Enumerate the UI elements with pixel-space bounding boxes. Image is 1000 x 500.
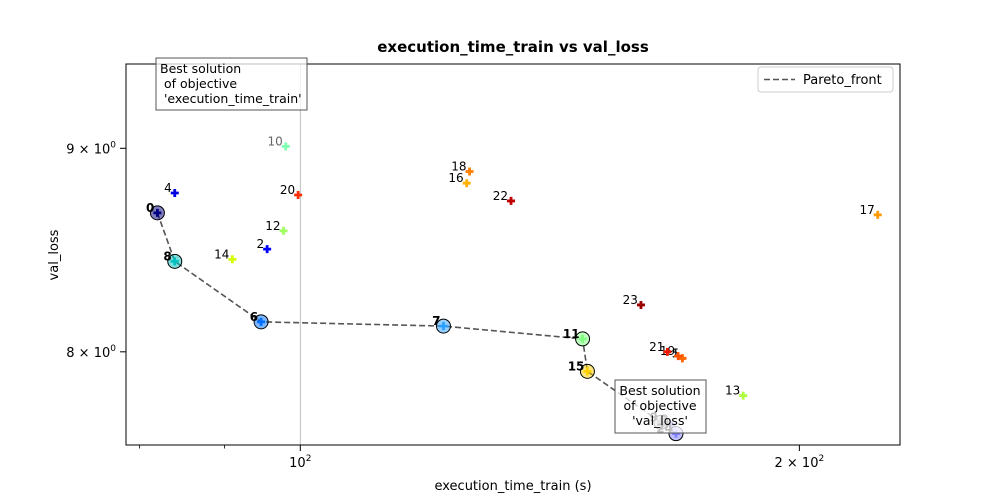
point-label-11: 11 — [563, 327, 580, 341]
point-label-2: 2 — [257, 237, 265, 251]
y-axis-label: val_loss — [47, 229, 62, 280]
legend-box — [757, 66, 894, 93]
data-point-16: 16 — [448, 171, 471, 188]
legend: Pareto_front — [757, 66, 894, 93]
point-label-5: 5 — [672, 346, 680, 360]
point-label-4: 4 — [164, 181, 172, 195]
point-marker-19 — [674, 352, 683, 361]
annotation-line-0: Best solution — [160, 61, 241, 76]
point-label-22: 22 — [493, 189, 508, 203]
point-marker-8 — [170, 257, 179, 266]
annotation-line-0: Best solution — [619, 383, 700, 398]
x-axis-label: execution_time_train (s) — [434, 479, 591, 494]
annotation-line-1: of objective — [623, 398, 696, 413]
data-point-18: 18 — [451, 159, 474, 176]
point-marker-4 — [170, 189, 179, 198]
data-point-4: 4 — [164, 181, 179, 198]
data-point-23: 23 — [623, 293, 645, 309]
data-point-5: 5 — [672, 346, 687, 363]
point-marker-15 — [583, 367, 592, 376]
x-tick-label-0: 102 — [289, 454, 311, 471]
plot-area: 0123456789101112131415161718192021222324… — [66, 57, 901, 471]
point-marker-2 — [263, 245, 272, 254]
point-marker-5 — [678, 354, 687, 363]
point-label-12: 12 — [265, 219, 280, 233]
point-label-23: 23 — [623, 293, 638, 307]
y-tick-label-0: 8 × 100 — [66, 344, 116, 361]
data-point-15: 15 — [568, 359, 595, 379]
point-marker-10 — [281, 142, 290, 151]
point-marker-13 — [739, 391, 748, 400]
point-label-13: 13 — [725, 384, 740, 398]
chart-title: execution_time_train vs val_loss — [377, 38, 649, 56]
annotation-line-2: 'execution_time_train' — [160, 91, 302, 106]
point-marker-0 — [153, 208, 162, 217]
data-point-6: 6 — [250, 310, 269, 330]
point-label-17: 17 — [859, 203, 874, 217]
data-point-11: 11 — [563, 327, 591, 347]
point-label-21: 21 — [649, 340, 664, 354]
point-label-7: 7 — [432, 314, 440, 328]
point-marker-6 — [257, 317, 266, 326]
annotation-line-2: 'val_loss' — [632, 413, 688, 428]
point-marker-22 — [507, 196, 516, 205]
point-marker-21 — [663, 347, 672, 356]
point-marker-17 — [873, 210, 882, 219]
data-point-17: 17 — [859, 203, 882, 219]
point-marker-20 — [294, 191, 303, 200]
point-label-20: 20 — [280, 183, 295, 197]
point-label-16: 16 — [448, 171, 463, 185]
point-marker-23 — [636, 300, 645, 309]
point-label-15: 15 — [568, 359, 585, 373]
data-point-2: 2 — [257, 237, 272, 254]
point-label-10: 10 — [267, 134, 282, 148]
point-marker-16 — [462, 179, 471, 188]
data-point-20: 20 — [280, 183, 303, 200]
data-point-22: 22 — [493, 189, 516, 205]
annotation-box — [155, 57, 308, 111]
annotation-best-train-time: Best solution of objective 'execution_ti… — [155, 57, 308, 111]
legend-label-pareto: Pareto_front — [803, 73, 882, 88]
point-label-18: 18 — [451, 159, 466, 173]
point-marker-7 — [439, 322, 448, 331]
data-point-21: 21 — [649, 340, 672, 356]
point-marker-12 — [279, 226, 288, 235]
point-marker-18 — [465, 167, 474, 176]
x-tick-label-1: 2 × 102 — [775, 454, 825, 471]
point-label-6: 6 — [250, 310, 258, 324]
annotation-line-1: of objective — [160, 76, 237, 91]
data-point-13: 13 — [725, 384, 748, 400]
point-marker-11 — [578, 334, 587, 343]
annotation-box — [614, 379, 707, 434]
data-point-12: 12 — [265, 219, 288, 235]
point-label-1: 1 — [672, 346, 680, 360]
pareto-front-line — [156, 212, 677, 435]
point-label-14: 14 — [214, 247, 229, 261]
point-marker-14 — [228, 255, 237, 264]
data-point-8: 8 — [163, 249, 183, 269]
axes-frame — [125, 63, 901, 446]
data-point-14: 14 — [214, 247, 237, 264]
data-point-0: 0 — [146, 201, 165, 221]
point-label-8: 8 — [163, 249, 171, 263]
data-point-10: 10 — [267, 134, 290, 151]
data-point-7: 7 — [432, 314, 451, 334]
point-label-0: 0 — [146, 201, 154, 215]
y-tick-label-1: 9 × 100 — [66, 140, 116, 157]
